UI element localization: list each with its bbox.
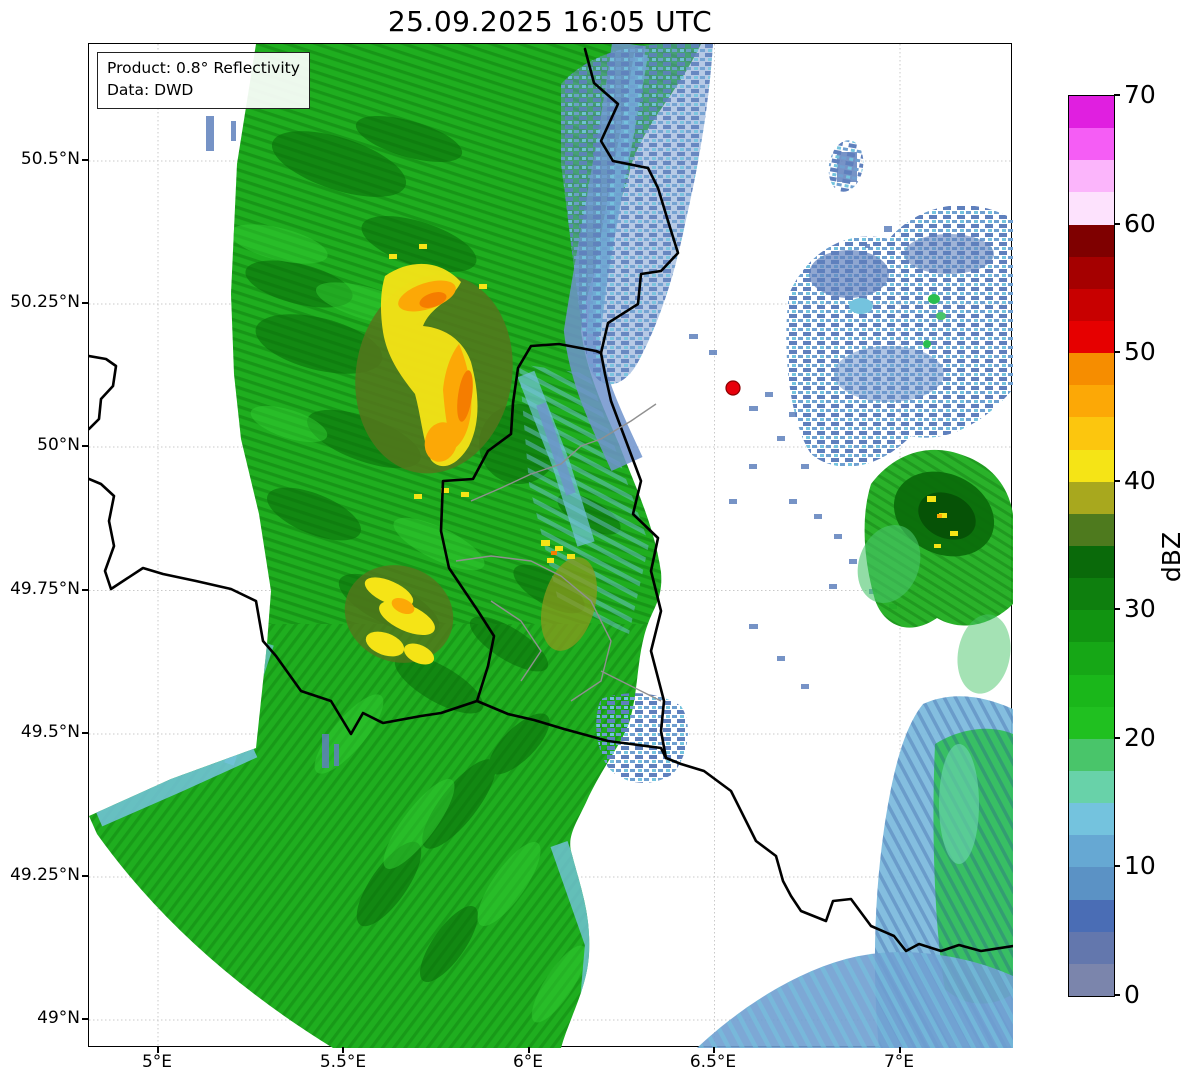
colorbar-segment bbox=[1069, 321, 1114, 354]
product-info-box: Product: 0.8° Reflectivity Data: DWD bbox=[97, 52, 310, 109]
colorbar-segment bbox=[1069, 771, 1114, 804]
colorbar-gradient bbox=[1068, 95, 1115, 997]
x-tick bbox=[342, 1047, 344, 1053]
colorbar-tick bbox=[1114, 994, 1120, 996]
colorbar-segment bbox=[1069, 513, 1114, 547]
colorbar-tick-label: 60 bbox=[1124, 209, 1156, 238]
figure-title: 25.09.2025 16:05 UTC bbox=[387, 5, 713, 38]
colorbar-segment bbox=[1069, 481, 1114, 514]
lat-label: 49°N bbox=[37, 1008, 80, 1028]
colorbar-segment bbox=[1069, 803, 1114, 836]
map-plot-area: Product: 0.8° Reflectivity Data: DWD bbox=[88, 43, 1013, 1048]
heavy-rain-cores bbox=[344, 244, 598, 665]
lat-label: 50.25°N bbox=[10, 292, 80, 312]
colorbar-segment bbox=[1069, 449, 1114, 482]
x-tick bbox=[713, 1047, 715, 1053]
colorbar-segment bbox=[1069, 706, 1114, 739]
lon-label: 5°E bbox=[141, 1052, 173, 1072]
lat-label: 49.25°N bbox=[10, 865, 80, 885]
colorbar-segment bbox=[1069, 835, 1114, 868]
y-tick bbox=[82, 1018, 88, 1020]
colorbar-segment bbox=[1069, 963, 1114, 996]
lat-label: 49.75°N bbox=[10, 579, 80, 599]
colorbar-tick bbox=[1114, 608, 1120, 610]
colorbar-segment bbox=[1069, 385, 1114, 418]
colorbar-tick bbox=[1114, 480, 1120, 482]
colorbar-tick-label: 50 bbox=[1124, 337, 1156, 366]
regional-borders bbox=[455, 403, 662, 702]
colorbar-segment bbox=[1069, 417, 1114, 450]
radar-map-canvas bbox=[89, 44, 1013, 1048]
colorbar-segment bbox=[1069, 610, 1114, 643]
border-luxembourg-east bbox=[599, 351, 668, 760]
colorbar-segment bbox=[1069, 578, 1114, 611]
colorbar-segment bbox=[1069, 128, 1114, 161]
y-tick bbox=[82, 159, 88, 161]
x-tick bbox=[528, 1047, 530, 1053]
colorbar-segment bbox=[1069, 867, 1114, 900]
y-tick bbox=[82, 875, 88, 877]
colorbar-segment bbox=[1069, 353, 1114, 386]
y-tick bbox=[82, 302, 88, 304]
colorbar-tick bbox=[1114, 351, 1120, 353]
data-source-line: Data: DWD bbox=[107, 81, 194, 100]
y-tick bbox=[82, 589, 88, 591]
lon-label: 6°E bbox=[512, 1052, 544, 1072]
colorbar-tick-label: 70 bbox=[1124, 80, 1156, 109]
x-tick bbox=[157, 1047, 159, 1053]
colorbar-segment bbox=[1069, 192, 1114, 225]
lon-label: 7°E bbox=[883, 1052, 915, 1072]
colorbar-tick bbox=[1114, 94, 1120, 96]
country-borders bbox=[89, 47, 1013, 953]
x-tick bbox=[899, 1047, 901, 1053]
colorbar-segment bbox=[1069, 224, 1114, 257]
colorbar-segment bbox=[1069, 256, 1114, 289]
right-center-cell bbox=[857, 449, 1013, 694]
colorbar-tick-label: 30 bbox=[1124, 594, 1156, 623]
northeast-speckle-field bbox=[786, 205, 1013, 467]
colorbar-segment bbox=[1069, 931, 1114, 964]
colorbar-segment bbox=[1069, 288, 1114, 322]
precipitation-echoes bbox=[89, 44, 1013, 1048]
colorbar-tick-label: 40 bbox=[1124, 466, 1156, 495]
colorbar-segment bbox=[1069, 96, 1114, 129]
lat-label: 50°N bbox=[37, 435, 80, 455]
colorbar-tick bbox=[1114, 865, 1120, 867]
colorbar-tick bbox=[1114, 223, 1120, 225]
radar-site-marker bbox=[725, 380, 741, 396]
colorbar-segment bbox=[1069, 642, 1114, 675]
border-france-germany bbox=[664, 756, 1013, 953]
border-belgium-germany bbox=[583, 47, 680, 355]
lat-label: 49.5°N bbox=[20, 722, 80, 742]
colorbar-segment bbox=[1069, 546, 1114, 579]
product-line: Product: 0.8° Reflectivity bbox=[107, 59, 300, 77]
y-tick bbox=[82, 732, 88, 734]
colorbar-tick-label: 20 bbox=[1124, 723, 1156, 752]
border-france-west-squiggle bbox=[89, 354, 118, 431]
lat-label: 50.5°N bbox=[20, 149, 80, 169]
colorbar-segment bbox=[1069, 160, 1114, 193]
colorbar-segment bbox=[1069, 738, 1114, 772]
y-tick bbox=[82, 445, 88, 447]
border-luxembourg-west bbox=[439, 342, 603, 703]
colorbar-unit-label: dBZ bbox=[1157, 531, 1186, 583]
lon-label: 6.5°E bbox=[689, 1052, 737, 1072]
border-france-luxembourg bbox=[475, 699, 668, 760]
colorbar-segment bbox=[1069, 899, 1114, 932]
colorbar-segment bbox=[1069, 674, 1114, 707]
lon-label: 5.5°E bbox=[319, 1052, 367, 1072]
border-france-belgium bbox=[89, 477, 479, 736]
colorbar-tick-label: 10 bbox=[1124, 851, 1156, 880]
colorbar-tick-label: 0 bbox=[1124, 980, 1140, 1009]
colorbar-tick bbox=[1114, 737, 1120, 739]
bottom-right-field bbox=[596, 693, 1013, 1048]
